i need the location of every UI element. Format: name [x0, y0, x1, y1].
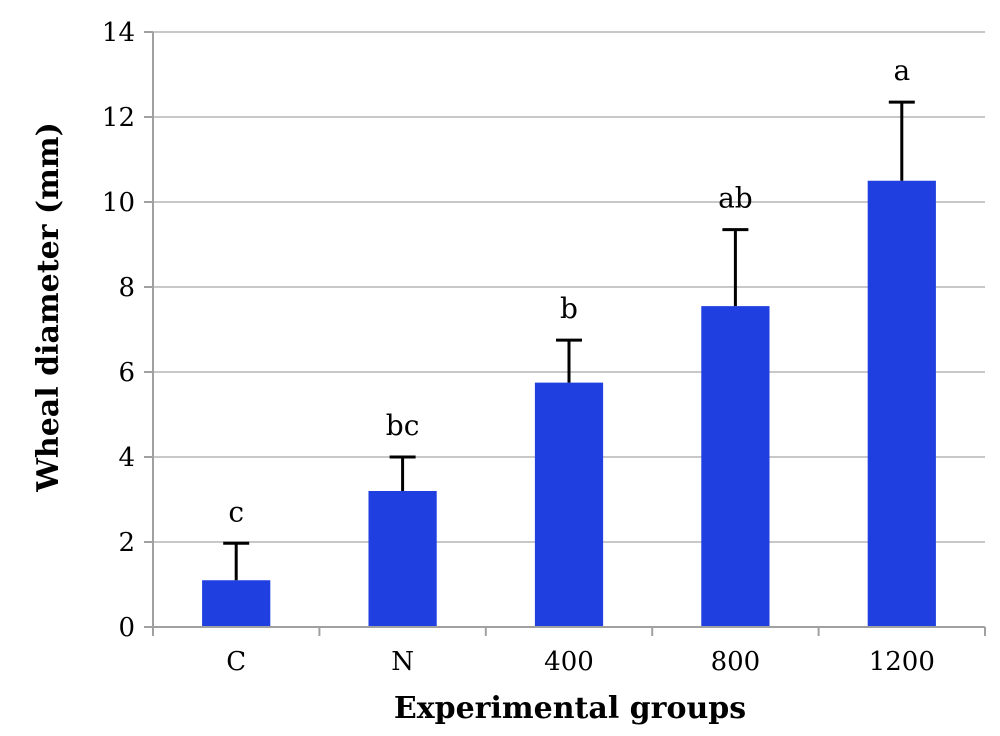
bars [202, 180, 936, 627]
significance-labels: c bc b ab a [228, 54, 910, 528]
x-tick-label: N [391, 647, 414, 677]
bar [368, 491, 437, 627]
x-tick-label: 800 [711, 647, 761, 677]
y-tick-label: 10 [102, 188, 135, 218]
x-tick-label: 400 [544, 647, 594, 677]
x-tick-label: C [226, 647, 246, 677]
x-axis-title: Experimental groups [394, 691, 746, 726]
bar [701, 306, 770, 627]
y-tick-label: 12 [102, 103, 135, 133]
y-tick-label: 0 [118, 613, 135, 643]
bar [534, 382, 604, 627]
significance-label: ab [718, 182, 753, 215]
bar [202, 580, 271, 627]
x-tick-label: 1200 [869, 647, 935, 677]
y-tick-label: 4 [118, 443, 135, 473]
significance-label: b [560, 292, 578, 325]
x-axis: C N 400 800 1200 [152, 32, 986, 677]
error-bars [223, 100, 915, 581]
significance-label: a [893, 54, 910, 87]
significance-label: bc [386, 409, 420, 442]
y-tick-label: 2 [118, 528, 135, 558]
significance-label: c [228, 495, 244, 528]
y-axis-ticks: 0 2 4 6 8 10 12 14 [102, 18, 153, 643]
y-tick-label: 8 [118, 273, 135, 303]
y-tick-label: 6 [118, 358, 135, 388]
bar [867, 180, 936, 627]
y-axis-title: Wheal diameter (mm) [31, 122, 66, 493]
y-tick-label: 14 [102, 18, 135, 48]
